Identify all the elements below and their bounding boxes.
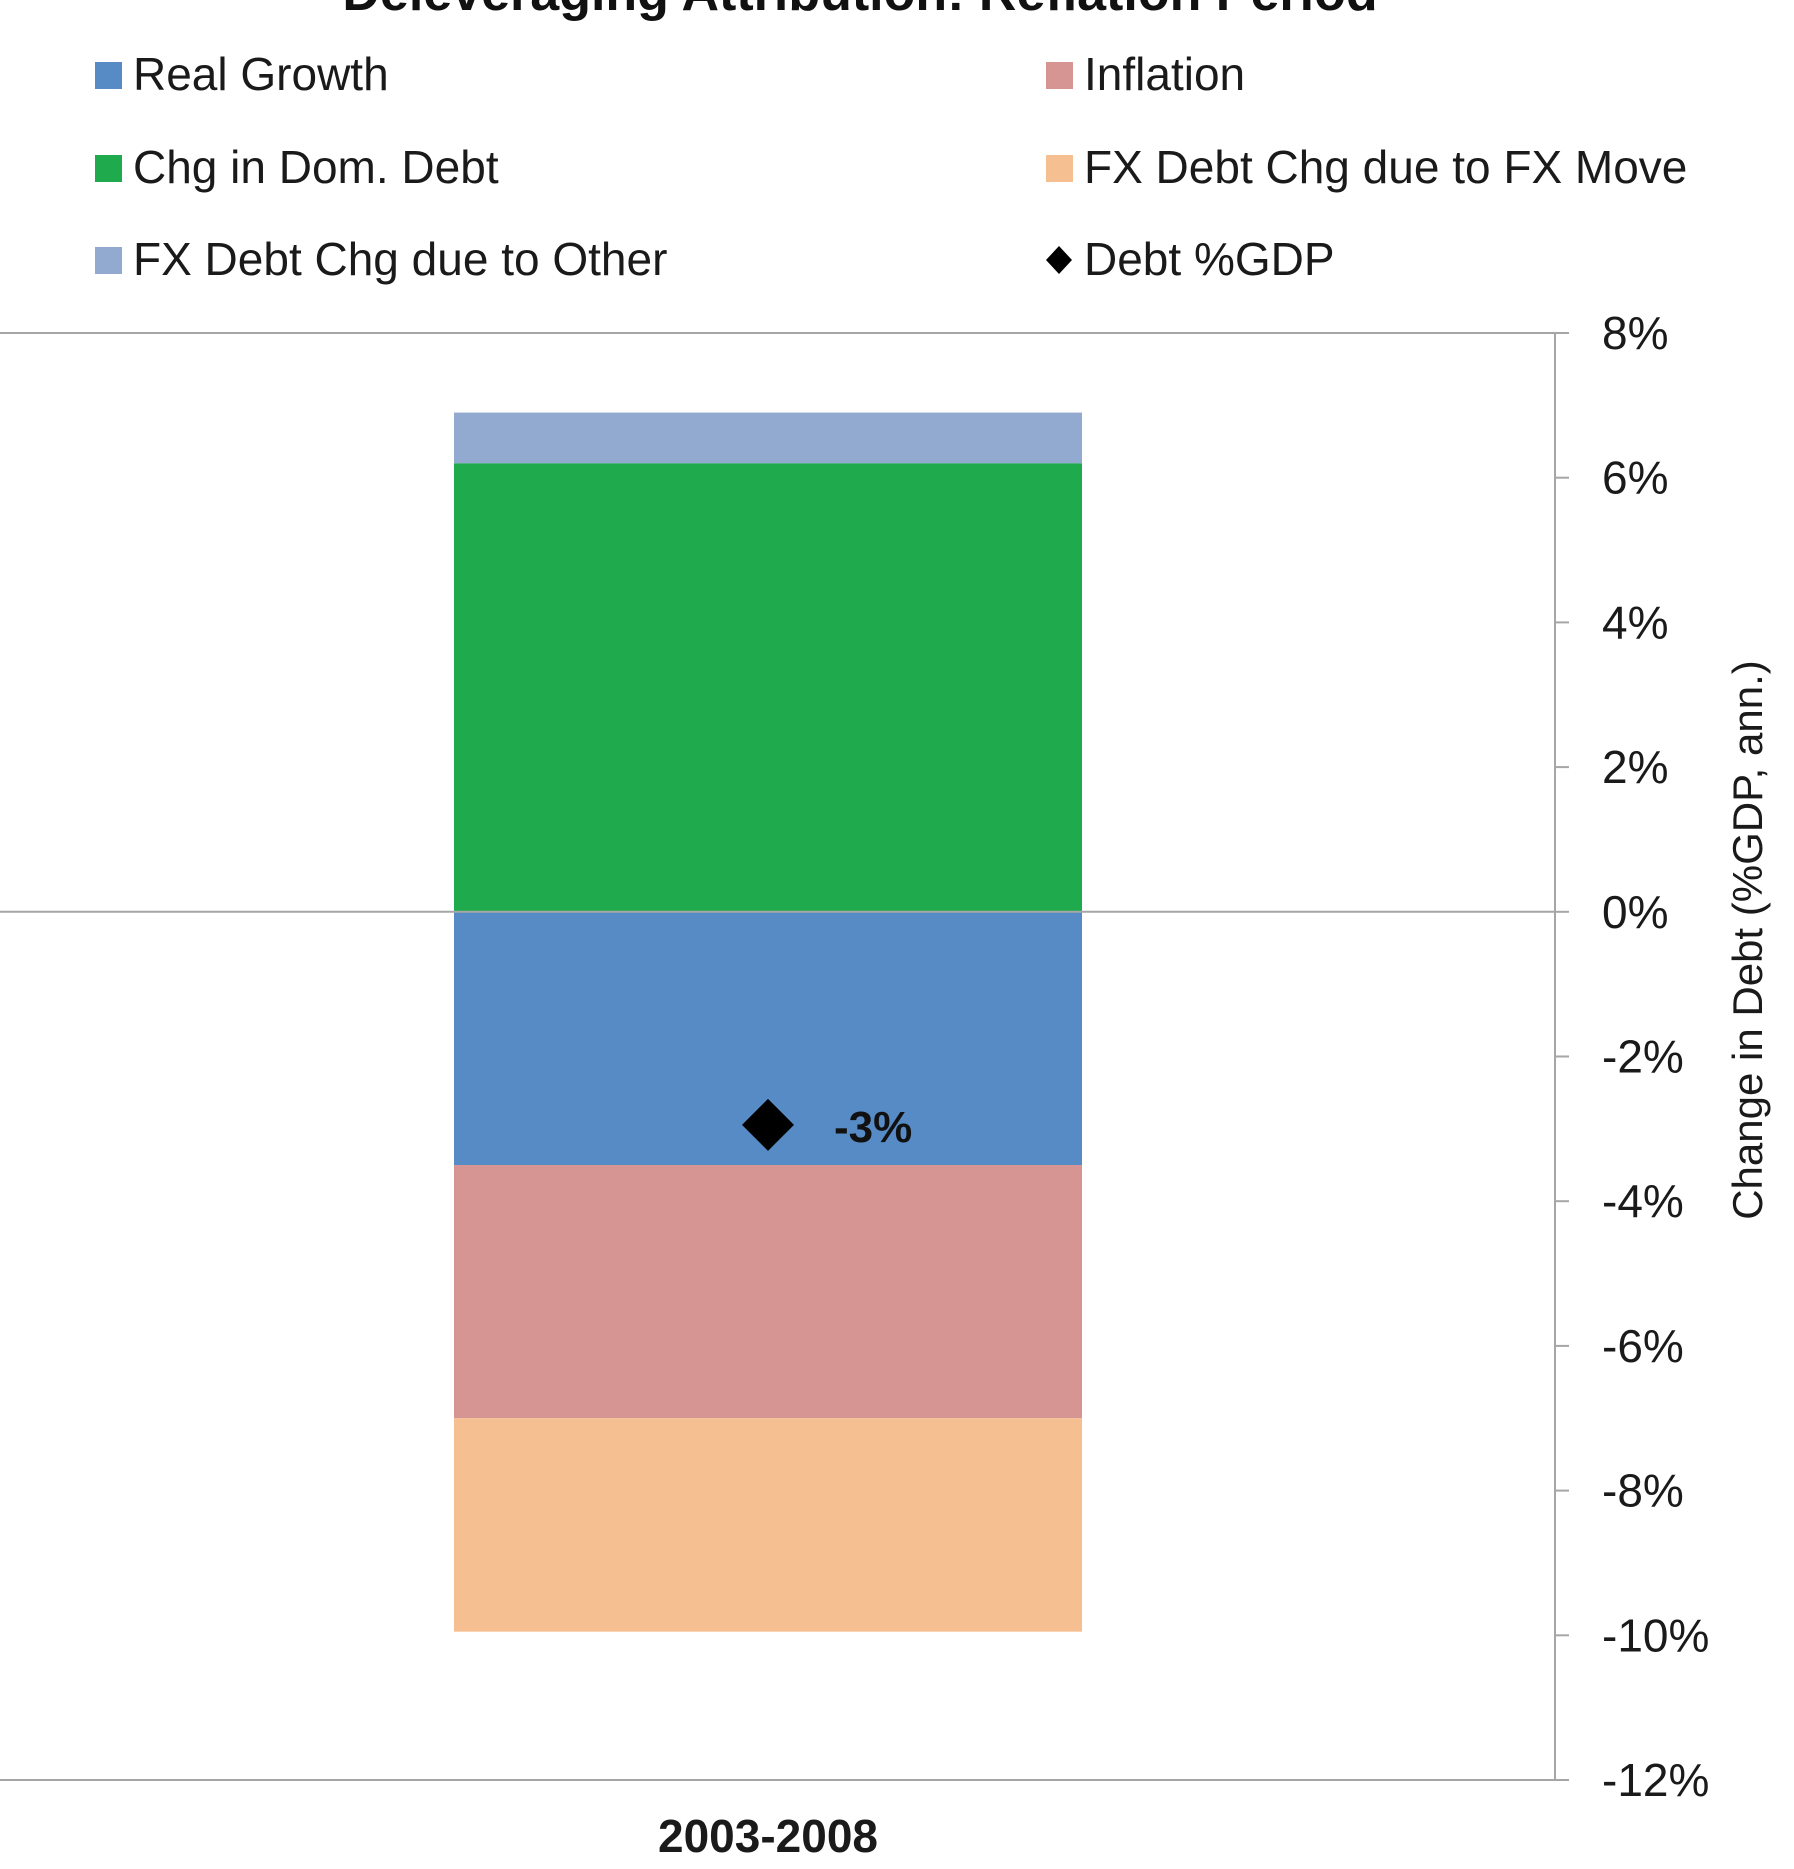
y-tick-label: -6% <box>1602 1320 1684 1372</box>
legend-item: Real Growth <box>95 48 389 100</box>
bar-segment <box>454 1165 1082 1419</box>
bar-segment <box>454 412 1082 464</box>
legend-label: FX Debt Chg due to FX Move <box>1084 141 1687 193</box>
legend-label: Debt %GDP <box>1084 233 1335 285</box>
y-tick-label: 0% <box>1602 886 1668 938</box>
y-tick-label: -4% <box>1602 1175 1684 1227</box>
legend-item: FX Debt Chg due to Other <box>95 233 667 285</box>
legend-swatch <box>95 62 122 89</box>
bar-segment <box>454 463 1082 912</box>
legend-swatch <box>1046 155 1073 182</box>
legend-swatch <box>1046 62 1073 89</box>
plot-area: -3% <box>0 332 1555 1781</box>
debt-gdp-marker <box>742 1098 794 1151</box>
data-label: -3% <box>834 1103 912 1152</box>
y-axis-title: Change in Debt (%GDP, ann.) <box>1724 660 1771 1220</box>
legend-item: Chg in Dom. Debt <box>95 141 499 193</box>
legend-label: FX Debt Chg due to Other <box>133 233 667 285</box>
legend: Real Growth Inflation Chg in Dom. Debt FX D… <box>95 48 1687 285</box>
legend-item: FX Debt Chg due to FX Move <box>1046 141 1687 193</box>
y-tick-label: -10% <box>1602 1609 1709 1661</box>
y-tick-label: 4% <box>1602 596 1668 648</box>
legend-item: Inflation <box>1046 48 1245 100</box>
y-tick-label: 2% <box>1602 741 1668 793</box>
legend-label: Chg in Dom. Debt <box>133 141 499 193</box>
chart-title: Deleveraging Attribution: Reflation Peri… <box>342 0 1377 22</box>
legend-item: Debt %GDP <box>1046 233 1335 285</box>
legend-diamond-icon <box>1046 246 1072 274</box>
bar-segment <box>454 1418 1082 1632</box>
y-tick-label: 6% <box>1602 452 1668 504</box>
x-axis: 2003-2008 <box>658 1810 878 1862</box>
y-tick-label: 8% <box>1602 307 1668 359</box>
legend-swatch <box>95 155 122 182</box>
y-axis: 8% 6% 4% 2% 0% -2% -4% -6% -8% -10% -12% <box>1554 307 1709 1806</box>
y-tick-label: -12% <box>1602 1754 1709 1806</box>
legend-swatch <box>95 247 122 274</box>
legend-label: Inflation <box>1084 48 1245 100</box>
y-tick-label: -8% <box>1602 1465 1684 1517</box>
x-tick-label: 2003-2008 <box>658 1810 878 1862</box>
legend-label: Real Growth <box>133 48 389 100</box>
y-tick-label: -2% <box>1602 1031 1684 1083</box>
